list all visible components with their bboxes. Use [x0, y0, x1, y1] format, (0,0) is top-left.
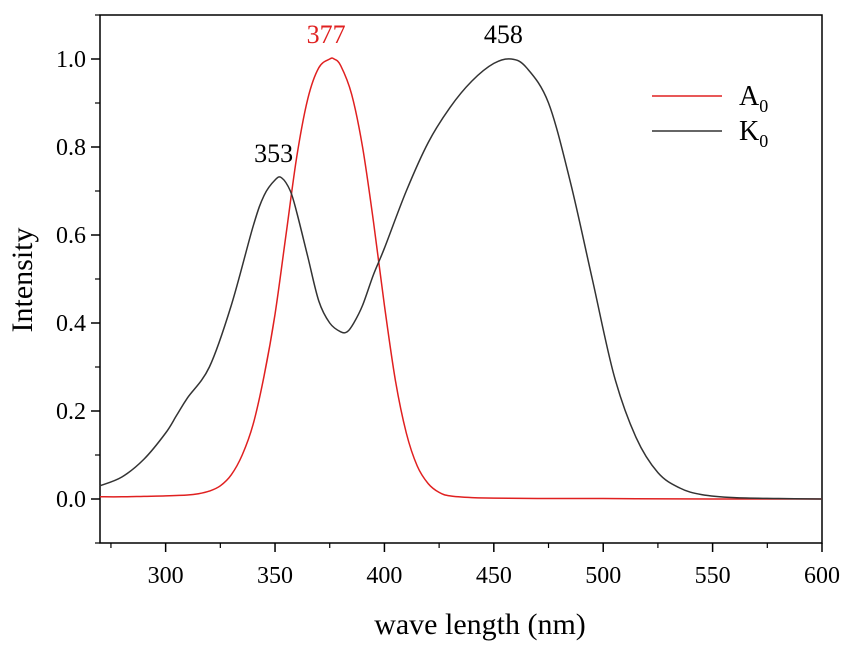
y-axis-title: Intensity	[6, 228, 39, 333]
x-tick-label-300: 300	[148, 563, 184, 589]
y-tick-label-1: 1.0	[56, 47, 86, 73]
peak-annotations: 353 377 458	[254, 20, 523, 168]
series-line-k0	[99, 58, 823, 500]
legend-label-subscript: 0	[759, 131, 768, 151]
y-tick-label-0.6: 0.6	[56, 223, 86, 249]
y-tick-label-0.8: 0.8	[56, 135, 86, 161]
legend-label-a0: A0	[739, 81, 768, 116]
legend-label-main: A	[739, 81, 760, 112]
x-tick-label-350: 350	[257, 563, 293, 589]
x-tick-label-400: 400	[366, 563, 402, 589]
y-tick-label-0: 0.0	[56, 487, 86, 513]
legend-label-main: K	[739, 116, 759, 147]
peak-label-458: 458	[484, 20, 523, 49]
x-axis-title: wave length (nm)	[374, 608, 586, 641]
y-tick-label-0.2: 0.2	[56, 399, 86, 425]
series-line-a0	[99, 57, 823, 500]
peak-label-377: 377	[307, 20, 346, 49]
x-tick-label-500: 500	[585, 563, 621, 589]
x-tick-label-550: 550	[695, 563, 731, 589]
axis-ticks: 300 350 400 450 500 550 600 0.0 0.2 0.4 0.6 0.8 1.0	[56, 14, 840, 589]
legend-label-subscript: 0	[759, 96, 768, 116]
x-tick-label-600: 600	[804, 563, 840, 589]
series-layer	[99, 57, 823, 500]
y-tick-label-0.4: 0.4	[56, 311, 86, 337]
peak-label-353: 353	[254, 139, 293, 168]
legend-label-k0: K0	[739, 116, 768, 151]
x-tick-label-450: 450	[476, 563, 512, 589]
